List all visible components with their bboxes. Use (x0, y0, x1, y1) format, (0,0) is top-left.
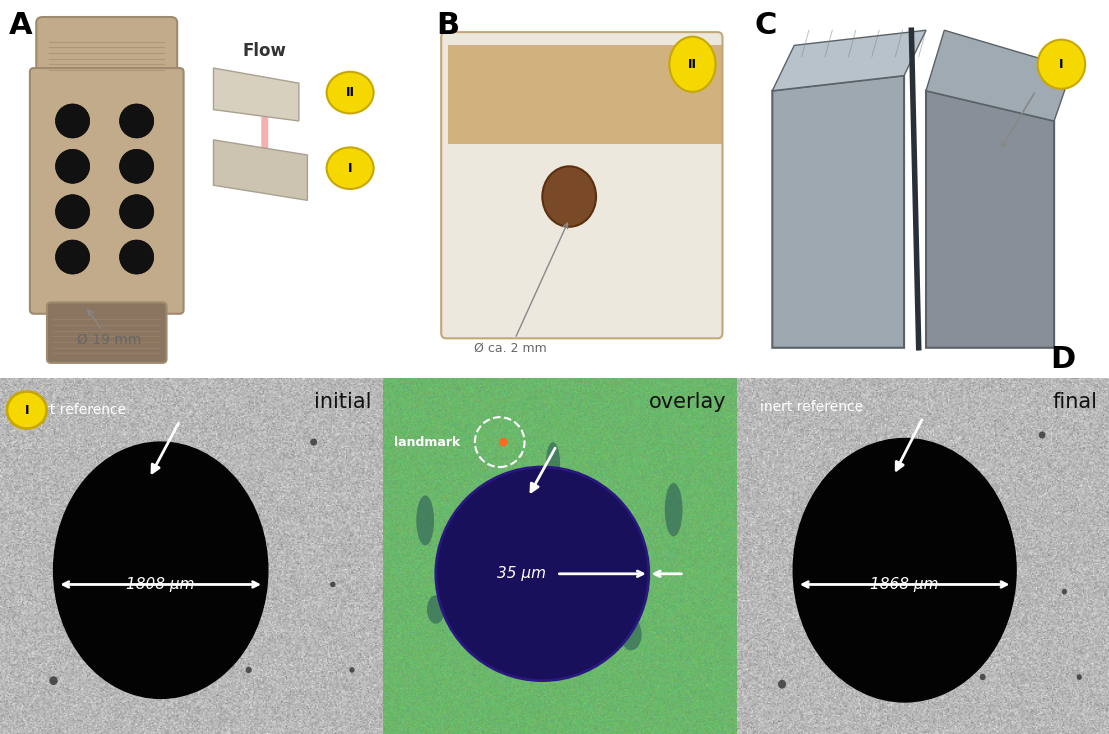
Text: I: I (24, 404, 29, 417)
Ellipse shape (330, 581, 336, 587)
Text: I: I (1059, 58, 1064, 70)
Text: Flow: Flow (243, 43, 286, 60)
Ellipse shape (1039, 432, 1046, 438)
Ellipse shape (55, 240, 90, 274)
Ellipse shape (1077, 675, 1082, 680)
Polygon shape (772, 30, 926, 91)
Text: 35 μm: 35 μm (497, 567, 546, 581)
Polygon shape (926, 91, 1054, 348)
Ellipse shape (55, 104, 90, 138)
Ellipse shape (208, 465, 212, 469)
Text: II: II (688, 58, 696, 70)
Ellipse shape (979, 674, 986, 680)
Ellipse shape (50, 676, 58, 685)
Ellipse shape (952, 458, 955, 462)
Ellipse shape (427, 595, 445, 624)
Circle shape (1038, 40, 1086, 89)
Text: B: B (437, 11, 459, 40)
Text: D: D (1050, 345, 1076, 374)
Circle shape (436, 467, 649, 680)
Text: inert reference: inert reference (23, 403, 126, 417)
Ellipse shape (120, 195, 154, 229)
Text: I: I (348, 161, 353, 175)
Ellipse shape (80, 622, 89, 633)
FancyBboxPatch shape (30, 68, 184, 313)
Text: Ø 19 mm: Ø 19 mm (77, 310, 141, 347)
Ellipse shape (143, 678, 147, 683)
Ellipse shape (478, 618, 500, 650)
Ellipse shape (779, 680, 786, 688)
Ellipse shape (120, 104, 154, 138)
Text: final: final (1052, 392, 1098, 413)
Ellipse shape (120, 149, 154, 184)
Polygon shape (926, 30, 1072, 121)
Circle shape (670, 37, 715, 92)
Ellipse shape (546, 442, 560, 484)
Ellipse shape (245, 666, 252, 673)
FancyBboxPatch shape (37, 17, 177, 81)
Ellipse shape (807, 625, 816, 636)
Text: overlay: overlay (649, 392, 726, 413)
Circle shape (327, 72, 374, 114)
Polygon shape (448, 46, 722, 144)
Text: landmark: landmark (395, 435, 460, 448)
Polygon shape (213, 68, 298, 121)
Ellipse shape (311, 438, 317, 446)
Ellipse shape (664, 483, 682, 537)
FancyBboxPatch shape (441, 32, 722, 338)
Text: A: A (9, 11, 32, 40)
Ellipse shape (884, 686, 888, 690)
Ellipse shape (620, 618, 642, 650)
Ellipse shape (53, 442, 267, 699)
Text: Ø ca. 2 mm: Ø ca. 2 mm (475, 223, 568, 355)
FancyBboxPatch shape (47, 302, 166, 363)
Circle shape (327, 148, 374, 189)
Ellipse shape (542, 167, 596, 227)
Ellipse shape (55, 195, 90, 229)
Ellipse shape (349, 667, 355, 673)
Text: 1808 μm: 1808 μm (126, 577, 195, 592)
Text: II: II (346, 86, 355, 99)
Ellipse shape (120, 240, 154, 274)
Text: inert reference: inert reference (760, 399, 863, 413)
Ellipse shape (793, 438, 1016, 702)
Ellipse shape (416, 495, 434, 545)
Circle shape (7, 391, 47, 429)
Text: 1868 μm: 1868 μm (871, 577, 939, 592)
Polygon shape (772, 76, 904, 348)
Ellipse shape (55, 149, 90, 184)
Text: C: C (754, 11, 776, 40)
Text: initial: initial (314, 392, 372, 413)
Circle shape (499, 437, 508, 446)
Ellipse shape (1061, 589, 1067, 595)
Polygon shape (213, 140, 307, 200)
